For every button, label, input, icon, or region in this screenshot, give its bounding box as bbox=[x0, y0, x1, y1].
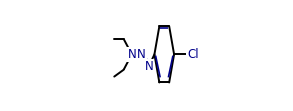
Text: N: N bbox=[127, 48, 136, 61]
Text: Cl: Cl bbox=[187, 48, 199, 61]
Text: N: N bbox=[137, 48, 146, 61]
Text: N: N bbox=[144, 60, 153, 73]
